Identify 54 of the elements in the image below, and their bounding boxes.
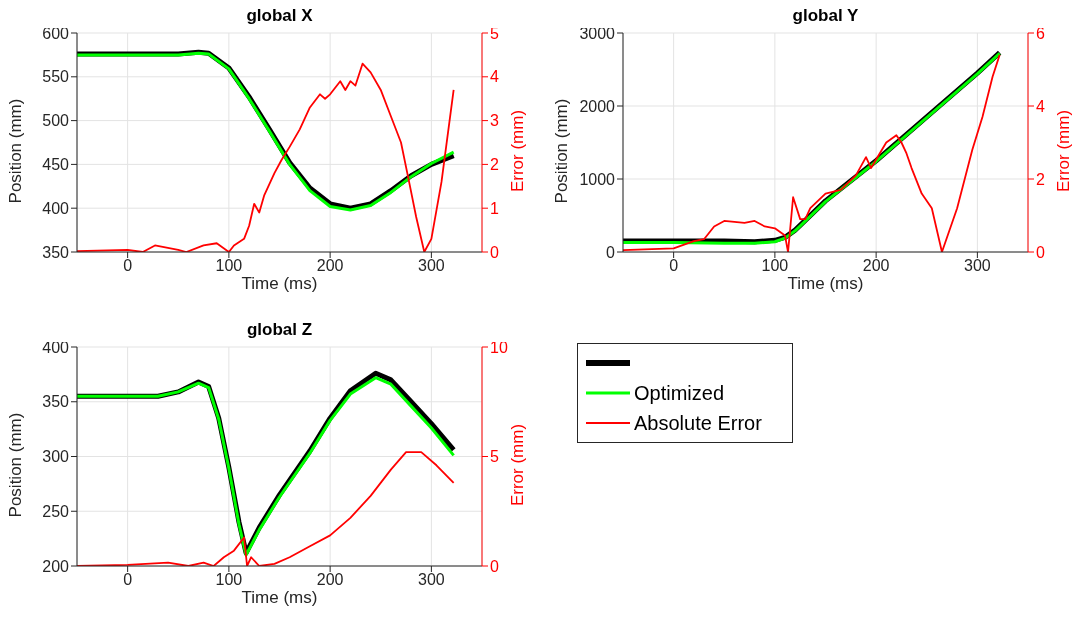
chart-title: global Y <box>791 6 860 26</box>
x-tick-label: 300 <box>964 257 991 275</box>
y-tick-label: 500 <box>42 112 70 130</box>
x-tick-label: 100 <box>215 571 243 589</box>
y2-tick-label: 4 <box>490 68 499 86</box>
chart-title: global Z <box>245 320 314 340</box>
y-tick-label: 550 <box>42 68 70 86</box>
y-tick-label: 400 <box>42 338 70 356</box>
x-tick-label: 300 <box>418 257 445 275</box>
y2-tick-label: 0 <box>1036 243 1045 261</box>
y-axis-title: Position (mm) <box>6 97 26 206</box>
y-tick-label: 3000 <box>579 24 616 42</box>
x-axis-title: Time (ms) <box>786 274 865 294</box>
x-tick-label: 100 <box>761 257 789 275</box>
legend-label: Absolute Error <box>634 411 763 435</box>
x-tick-label: 100 <box>215 257 243 275</box>
y-axis-title: Position (mm) <box>6 411 26 520</box>
chart-title: global X <box>245 6 314 26</box>
y2-tick-label: 5 <box>490 24 499 42</box>
y-tick-label: 350 <box>42 243 70 261</box>
y-tick-label: 350 <box>42 393 70 411</box>
y2-tick-label: 5 <box>490 448 499 466</box>
y2-tick-label: 6 <box>1036 24 1045 42</box>
y-tick-label: 1000 <box>579 170 616 188</box>
y2-axis-title: Error (mm) <box>508 108 528 195</box>
x-axis-title: Time (ms) <box>240 274 319 294</box>
y-tick-label: 200 <box>42 557 70 575</box>
y-tick-label: 400 <box>42 199 70 217</box>
y-tick-label: 450 <box>42 156 70 174</box>
y2-tick-label: 10 <box>490 338 508 356</box>
y2-tick-label: 3 <box>490 112 499 130</box>
y-tick-label: 0 <box>606 243 616 261</box>
x-tick-label: 0 <box>669 257 679 275</box>
y2-tick-label: 2 <box>490 156 499 174</box>
x-tick-label: 200 <box>316 571 344 589</box>
x-tick-label: 200 <box>316 257 344 275</box>
x-axis-title: Time (ms) <box>240 588 319 608</box>
y2-axis-title: Error (mm) <box>1054 108 1074 195</box>
y-axis-title: Position (mm) <box>552 97 572 206</box>
y2-tick-label: 0 <box>490 557 499 575</box>
x-tick-label: 300 <box>418 571 445 589</box>
x-tick-label: 0 <box>123 257 133 275</box>
y2-tick-label: 2 <box>1036 170 1045 188</box>
y2-tick-label: 1 <box>490 199 499 217</box>
y-tick-label: 300 <box>42 448 70 466</box>
y2-tick-label: 0 <box>490 243 499 261</box>
legend-label: Optimized <box>634 381 726 405</box>
y-tick-label: 600 <box>42 24 70 42</box>
y2-tick-label: 4 <box>1036 97 1045 115</box>
y-tick-label: 2000 <box>579 97 616 115</box>
y2-axis-title: Error (mm) <box>508 422 528 509</box>
y-tick-label: 250 <box>42 502 70 520</box>
x-tick-label: 200 <box>862 257 890 275</box>
x-tick-label: 0 <box>123 571 133 589</box>
